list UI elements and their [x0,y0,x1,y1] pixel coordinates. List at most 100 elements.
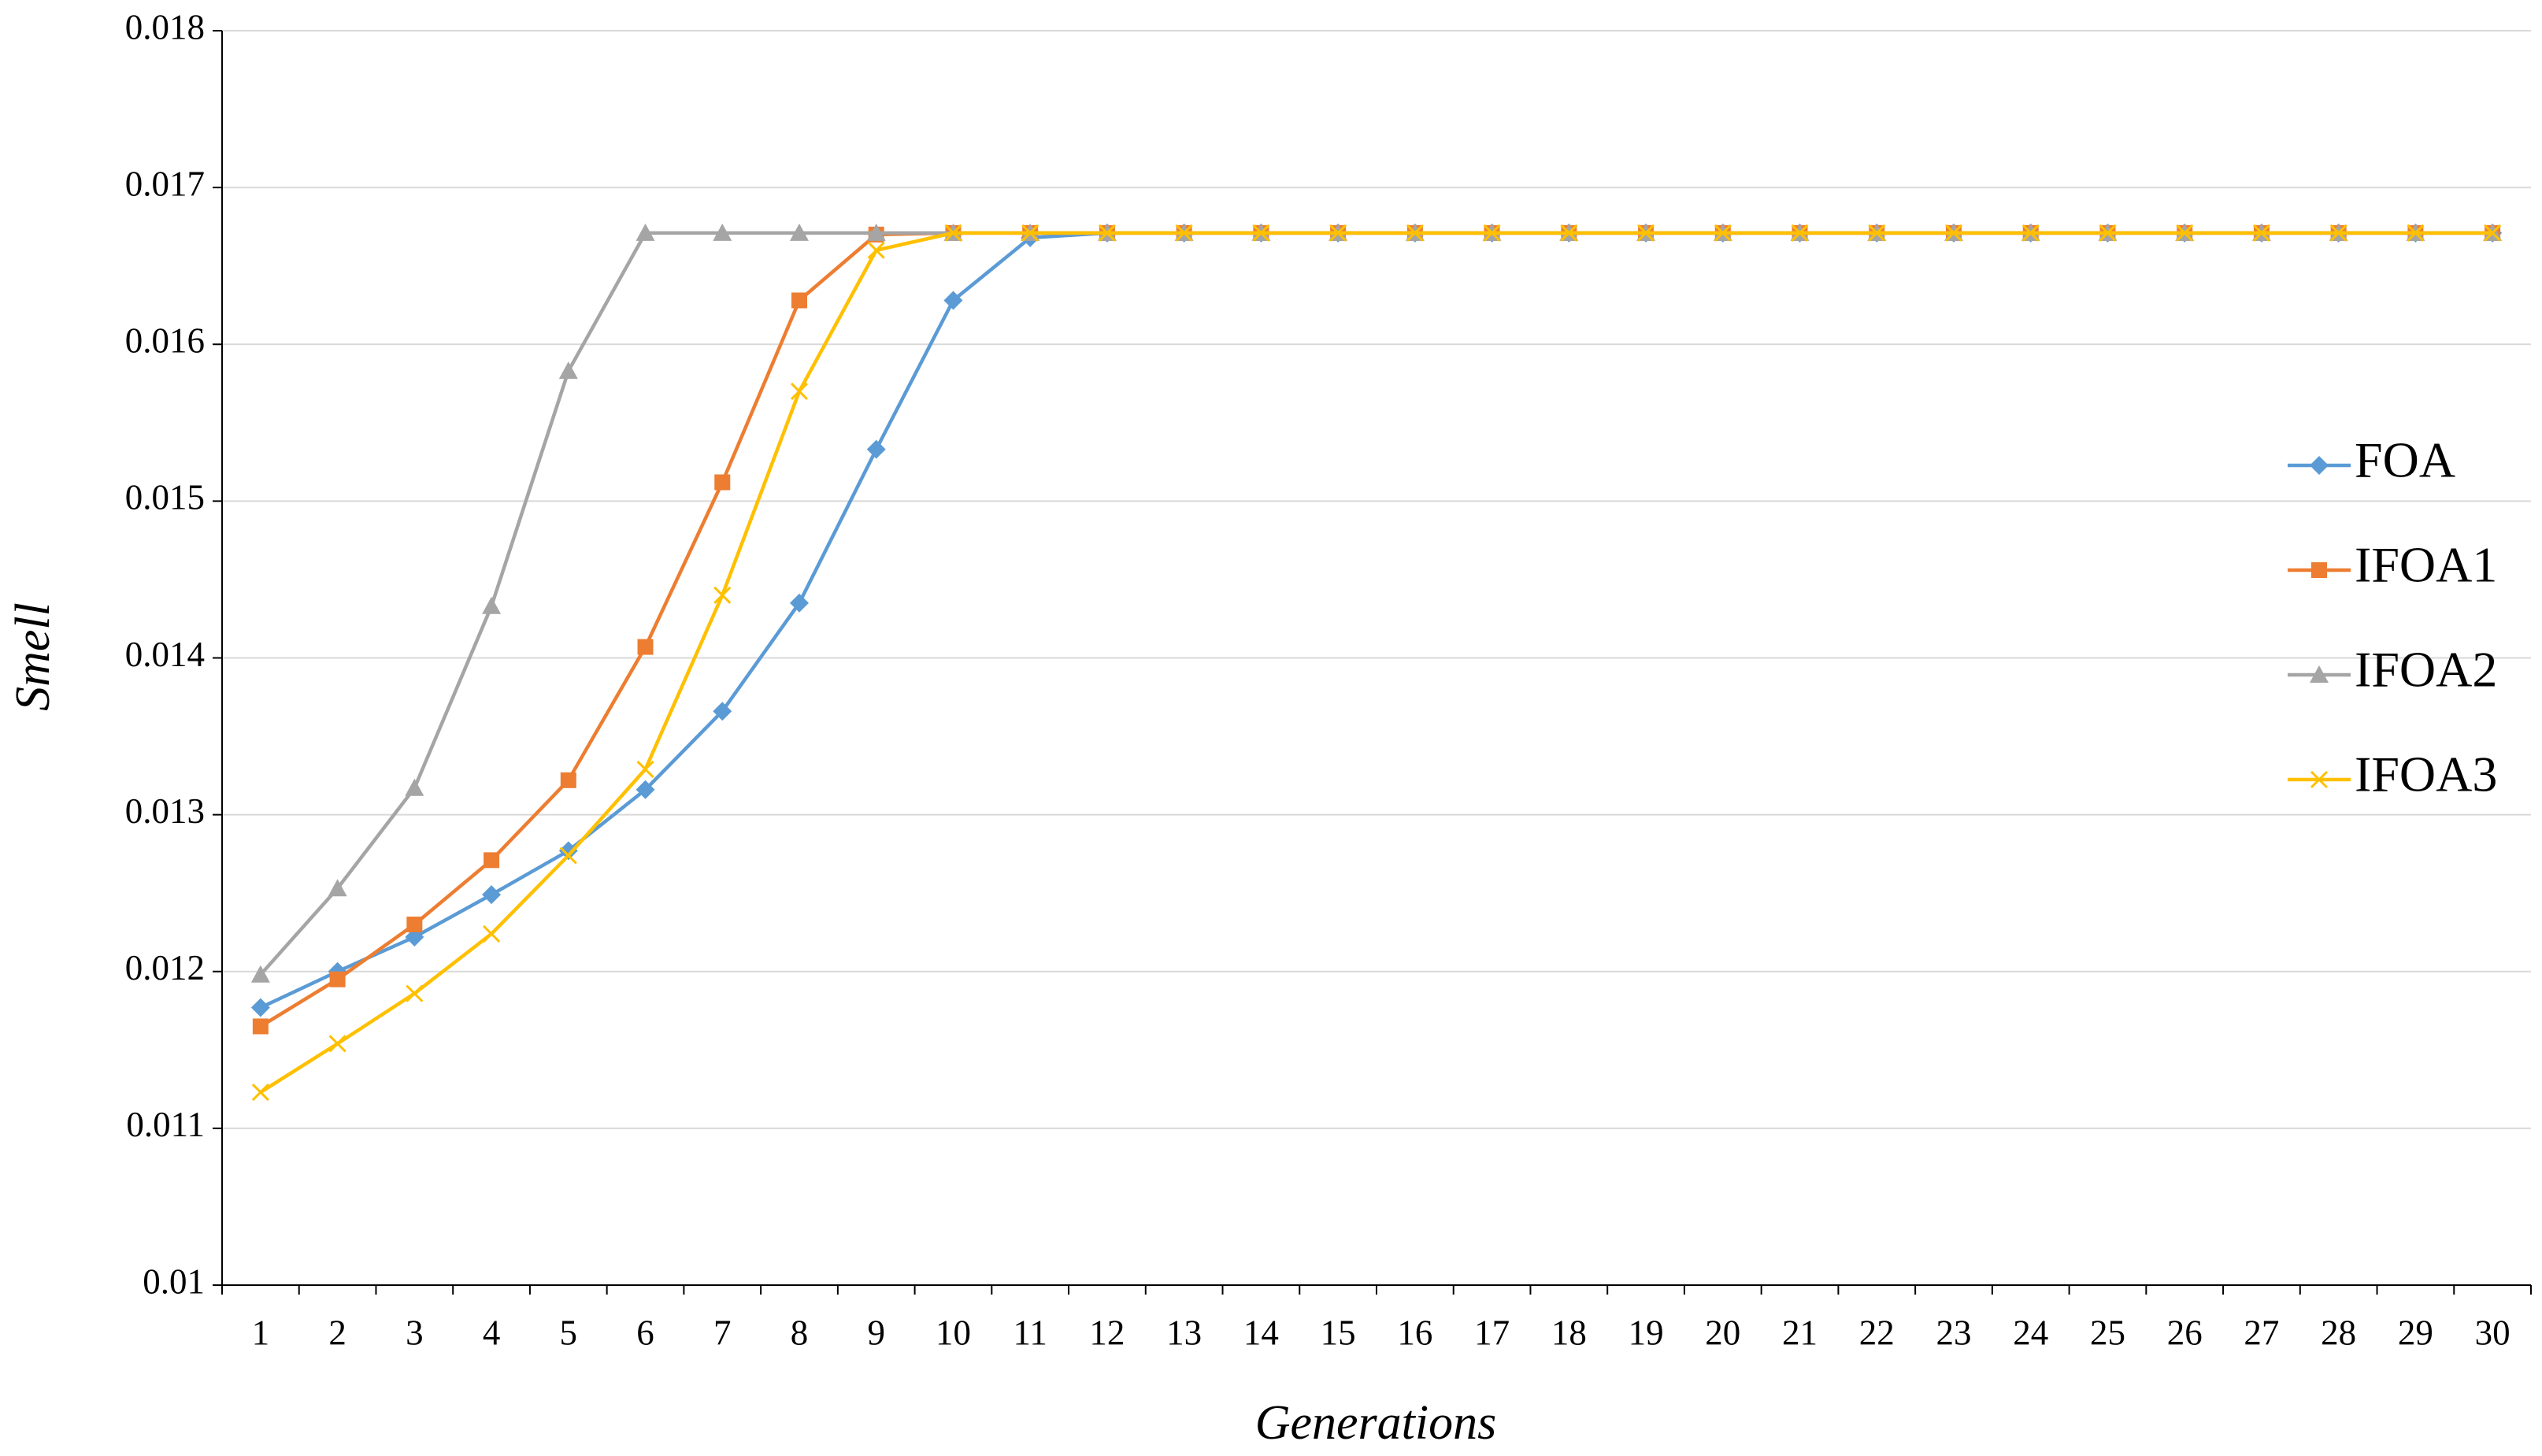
marker [250,965,270,983]
series-line [259,231,2493,1094]
marker [1483,224,1501,242]
y-tick-label: 0.016 [125,321,205,361]
legend-label: FOA [2355,432,2455,488]
marker [328,879,347,897]
marker [558,841,578,861]
marker [251,1084,269,1102]
marker [636,760,654,778]
marker [714,474,731,491]
marker [2329,224,2347,242]
x-tick-label: 26 [2167,1313,2203,1352]
x-tick-label: 11 [1013,1313,1047,1352]
x-tick-label: 8 [791,1313,809,1352]
marker [1560,224,1578,242]
marker [791,292,807,309]
marker [2021,224,2040,242]
marker [1791,224,1809,242]
y-tick-label: 0.011 [126,1105,205,1144]
x-tick-label: 20 [1705,1313,1740,1352]
marker [867,241,885,259]
y-axis-title: Smell [6,602,60,711]
x-tick-label: 12 [1089,1313,1125,1352]
x-tick-label: 23 [1936,1313,1972,1352]
marker [636,780,655,799]
x-tick-label: 7 [713,1313,732,1352]
marker [1406,224,1424,242]
marker [252,1018,269,1035]
marker [328,1035,346,1053]
marker [713,223,732,241]
marker [483,924,501,943]
x-tick-label: 4 [483,1313,501,1352]
series [251,224,2502,1102]
marker [1714,224,1732,242]
legend-marker [2311,562,2327,578]
marker [790,593,809,613]
marker [2099,224,2117,242]
marker [790,382,809,401]
marker [329,971,346,987]
x-tick-label: 5 [560,1313,578,1352]
y-tick-label: 0.013 [125,791,205,831]
marker [250,998,270,1017]
x-axis-title: Generations [1255,1396,1497,1450]
x-tick-label: 19 [1629,1313,1664,1352]
marker [944,224,962,242]
x-tick-label: 6 [636,1313,654,1352]
x-tick-label: 28 [2321,1313,2356,1352]
marker [484,852,500,869]
x-tick-label: 13 [1166,1313,1202,1352]
marker [1175,224,1193,242]
marker [866,223,886,241]
marker [1098,224,1116,242]
series-line [259,231,2493,1010]
x-tick-label: 14 [1243,1313,1279,1352]
y-tick-label: 0.018 [125,7,205,46]
marker [2252,224,2270,242]
x-tick-label: 16 [1397,1313,1432,1352]
marker [636,223,655,241]
x-tick-label: 10 [936,1313,971,1352]
marker [559,847,577,865]
x-tick-label: 17 [1474,1313,1510,1352]
marker [405,778,424,796]
x-tick-label: 3 [406,1313,424,1352]
y-tick-label: 0.017 [125,164,205,203]
x-tick-label: 22 [1859,1313,1895,1352]
legend-label: IFOA2 [2355,642,2497,698]
marker [1637,224,1655,242]
x-tick-label: 18 [1551,1313,1587,1352]
legend-label: IFOA1 [2355,537,2497,593]
marker [1252,224,1270,242]
x-tick-label: 21 [1782,1313,1818,1352]
marker [482,596,502,614]
marker [866,439,886,459]
series [250,223,2503,983]
x-tick-label: 24 [2013,1313,2048,1352]
marker [713,702,732,721]
marker [1329,224,1347,242]
marker [1944,224,1963,242]
y-tick-label: 0.014 [125,635,205,674]
marker [2176,224,2194,242]
y-tick-label: 0.012 [125,948,205,987]
x-tick-label: 25 [2090,1313,2125,1352]
x-tick-label: 30 [2475,1313,2511,1352]
marker [1868,224,1886,242]
x-tick-label: 2 [328,1313,346,1352]
x-tick-label: 27 [2244,1313,2279,1352]
marker [558,361,578,380]
x-tick-label: 29 [2398,1313,2433,1352]
marker [2407,224,2425,242]
marker [713,586,732,604]
y-tick-label: 0.01 [143,1261,205,1301]
marker [1021,224,1039,242]
marker [2484,224,2502,242]
x-tick-label: 1 [252,1313,270,1352]
y-tick-label: 0.015 [125,478,205,517]
marker [482,885,502,905]
series [252,224,2501,1035]
marker [943,291,963,310]
legend-marker [2310,456,2329,475]
